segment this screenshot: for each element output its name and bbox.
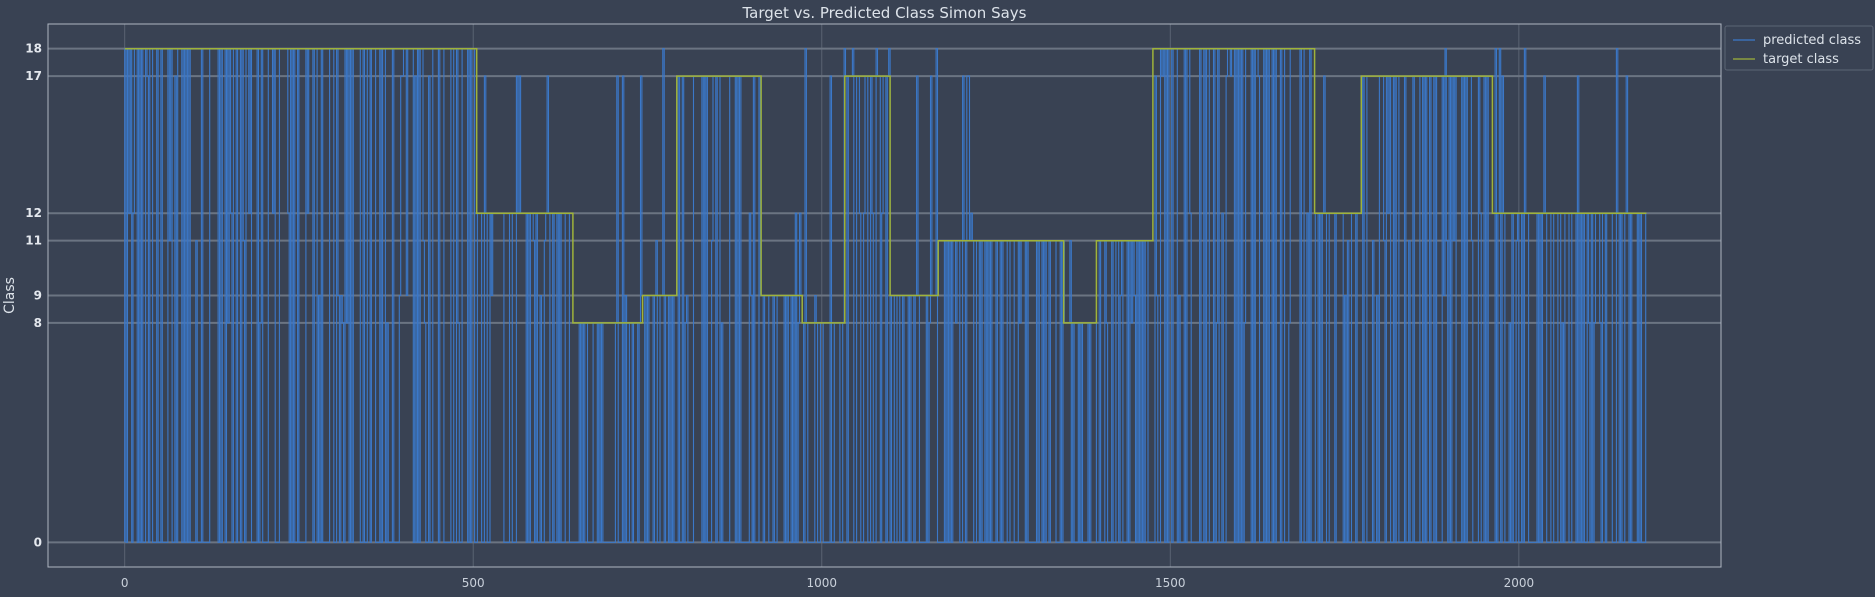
y-tick-label: 17: [25, 69, 42, 83]
target-class-layer: [124, 47, 1647, 324]
x-tick-label: 2000: [1504, 576, 1535, 590]
x-tick-label: 500: [462, 576, 485, 590]
target-class-line: [124, 47, 1647, 324]
x-tick-label: 0: [121, 576, 129, 590]
x-tick-label: 1000: [806, 576, 837, 590]
y-axis-ticks: 0 8 9 11 12 17 18: [25, 42, 42, 550]
y-tick-label: 0: [34, 535, 42, 549]
x-tick-label: 1500: [1155, 576, 1186, 590]
y-tick-label: 12: [25, 206, 42, 220]
legend: predicted class target class: [1724, 25, 1874, 71]
y-axis-label: Class: [2, 277, 18, 314]
plot-frame: [47, 23, 1722, 568]
y-tick-label: 9: [34, 289, 42, 303]
chart-title: Target vs. Predicted Class Simon Says: [742, 4, 1027, 22]
x-axis-ticks: 0 500 1000 1500 2000: [121, 576, 1534, 590]
legend-label-predicted-class: predicted class: [1763, 33, 1861, 48]
legend-label-target-class: target class: [1763, 52, 1839, 67]
legend-box: [1724, 25, 1874, 71]
y-tick-label: 8: [34, 316, 42, 330]
y-tick-label: 18: [25, 42, 42, 56]
y-tick-label: 11: [25, 234, 42, 248]
